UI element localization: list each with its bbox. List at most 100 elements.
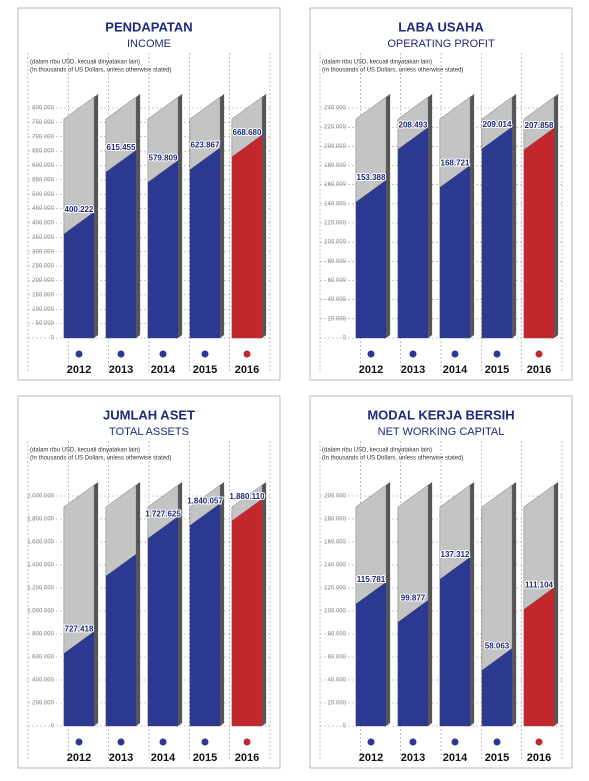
x-tick-label: 2014 xyxy=(443,364,468,376)
y-tick-label: 40.000 xyxy=(328,297,347,303)
bar xyxy=(523,587,555,726)
unit-note: (dalam ribu USD, kecuali dinyatakan lain… xyxy=(322,448,432,454)
value-label: 137.312 xyxy=(441,550,470,559)
bar xyxy=(147,516,179,726)
y-tick-label: 180.000 xyxy=(324,163,346,169)
y-tick-label: 250.000 xyxy=(32,264,54,270)
y-tick-label: 650.000 xyxy=(32,149,54,155)
year-dot xyxy=(117,350,125,358)
y-tick-label: 300.000 xyxy=(32,249,54,255)
value-label: 623.867 xyxy=(191,141,220,150)
bar-column-edge xyxy=(470,94,475,338)
bar xyxy=(523,127,555,338)
bar xyxy=(63,211,95,338)
y-tick-label: 600.000 xyxy=(32,655,54,661)
bar-column-edge xyxy=(512,94,517,338)
bar-column-edge xyxy=(554,94,559,338)
value-label: 1.880.110 xyxy=(229,492,265,501)
unit-note: (dalam ribu USD, kecuali dinyatakan lain… xyxy=(30,448,140,454)
value-label: 99.877 xyxy=(401,593,426,602)
y-tick-label: 350.000 xyxy=(32,235,54,241)
value-label: 727.418 xyxy=(65,624,94,633)
x-tick-label: 2016 xyxy=(527,364,551,376)
year-dot xyxy=(243,350,251,358)
bar-column-edge xyxy=(178,94,183,338)
y-tick-label: 800.000 xyxy=(32,106,54,112)
year-dot xyxy=(159,738,167,746)
bar xyxy=(231,498,263,726)
unit-note: (In thousands of US Dollars, unless othe… xyxy=(322,456,463,462)
y-tick-label: 60.000 xyxy=(328,278,347,284)
y-tick-label: 160.000 xyxy=(324,540,346,546)
x-tick-label: 2016 xyxy=(235,752,259,764)
chart-title: LABA USAHA xyxy=(398,19,484,34)
y-tick-label: 800.000 xyxy=(32,632,54,638)
y-tick-label: 0 xyxy=(343,336,347,342)
chart-subtitle: TOTAL ASSETS xyxy=(109,426,189,438)
value-label: 579.809 xyxy=(149,153,178,162)
x-tick-label: 2014 xyxy=(151,364,176,376)
bar xyxy=(439,165,471,338)
y-tick-label: 220.000 xyxy=(324,125,346,131)
value-label: 1.727.625 xyxy=(145,509,181,518)
y-tick-label: 1.800.000 xyxy=(27,517,54,523)
chart-title: PENDAPATAN xyxy=(105,19,192,34)
x-tick-label: 2014 xyxy=(151,752,176,764)
chart-panel: JUMLAH ASET TOTAL ASSETS (dalam ribu USD, … xyxy=(17,395,281,769)
chart-subtitle: NET WORKING CAPITAL xyxy=(378,426,505,438)
y-tick-label: 0 xyxy=(51,724,55,730)
x-tick-label: 2012 xyxy=(67,364,91,376)
chart-panel: LABA USAHA OPERATING PROFIT (dalam ribu US… xyxy=(309,7,573,381)
y-tick-label: 400.000 xyxy=(32,678,54,684)
bar xyxy=(397,600,429,726)
value-label: 153.388 xyxy=(357,173,386,182)
y-tick-label: 750.000 xyxy=(32,120,54,126)
y-tick-label: 700.000 xyxy=(32,134,54,140)
y-tick-label: 160.000 xyxy=(324,182,346,188)
unit-note: (In thousands of US Dollars, unless othe… xyxy=(30,68,171,74)
y-tick-label: 120.000 xyxy=(324,586,346,592)
y-tick-label: 120.000 xyxy=(324,221,346,227)
y-tick-label: 100.000 xyxy=(32,307,54,313)
year-dot xyxy=(451,350,459,358)
unit-note: (dalam ribu USD, kecuali dinyatakan lain… xyxy=(30,60,140,66)
y-tick-label: 450.000 xyxy=(32,206,54,212)
year-dot xyxy=(159,350,167,358)
year-dot xyxy=(201,738,209,746)
value-label: 115.781 xyxy=(357,575,386,584)
y-tick-label: 20.000 xyxy=(328,701,347,707)
value-label: 168.721 xyxy=(441,158,470,167)
y-tick-label: 1.400.000 xyxy=(27,563,54,569)
x-tick-label: 2015 xyxy=(485,752,509,764)
chart-subtitle: INCOME xyxy=(127,38,171,50)
y-tick-label: 180.000 xyxy=(324,517,346,523)
bar-column-edge xyxy=(428,482,433,726)
bar xyxy=(147,160,179,338)
y-tick-label: 80.000 xyxy=(328,259,347,265)
year-dot xyxy=(367,350,375,358)
bar xyxy=(355,581,387,726)
year-dot xyxy=(493,350,501,358)
y-tick-label: 60.000 xyxy=(328,655,347,661)
value-label: 400.222 xyxy=(65,205,94,214)
bar xyxy=(439,557,471,726)
y-tick-label: 50.000 xyxy=(36,321,55,327)
year-dot xyxy=(451,738,459,746)
x-tick-label: 2016 xyxy=(235,364,259,376)
year-dot xyxy=(201,350,209,358)
y-tick-label: 20.000 xyxy=(328,316,347,322)
y-tick-label: 1.000.000 xyxy=(27,609,54,615)
y-tick-label: 100.000 xyxy=(324,609,346,615)
value-label: 208.493 xyxy=(399,120,428,129)
year-dot xyxy=(493,738,501,746)
bar-column-edge xyxy=(220,94,225,338)
unit-note: (In thousands of US Dollars, unless othe… xyxy=(30,456,171,462)
bar-column-edge xyxy=(262,482,267,726)
bar-column-edge xyxy=(262,94,267,338)
value-label: 615.455 xyxy=(107,143,136,152)
value-label: 668.680 xyxy=(233,128,262,137)
year-dot xyxy=(75,738,83,746)
y-tick-label: 2.000.000 xyxy=(27,494,54,500)
y-tick-label: 200.000 xyxy=(324,144,346,150)
